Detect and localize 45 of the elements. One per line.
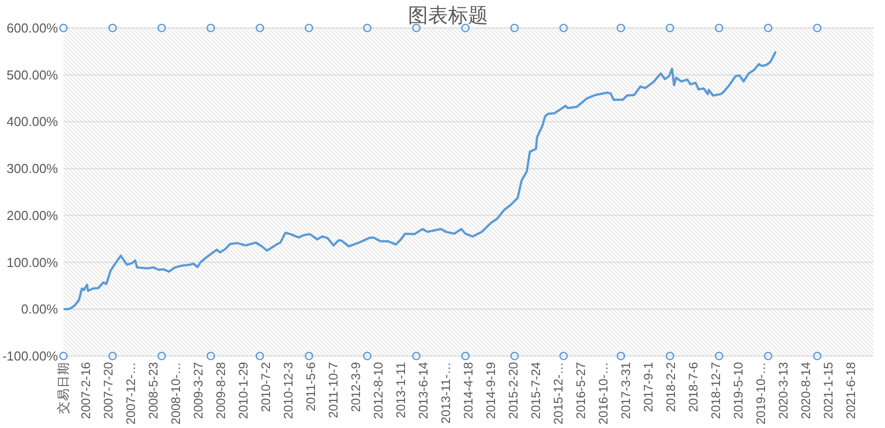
x-tick-label: 2007-12-… (124, 362, 138, 425)
x-tick-label: 2015-2-20 (506, 362, 520, 419)
x-tick-label: 2021-6-18 (844, 362, 858, 419)
x-tick-label: 2018-7-6 (686, 362, 700, 412)
x-tick-label: 2010-1-29 (236, 362, 250, 419)
x-tick-label: 2007-7-20 (102, 362, 116, 419)
y-tick-label: 400.00% (6, 114, 58, 130)
x-tick-label: 2018-12-7 (709, 362, 723, 419)
x-tick-label: 2008-5-23 (146, 362, 160, 419)
x-tick-label: 2019-10-… (754, 362, 768, 425)
x-tick-label: 2010-12-3 (282, 362, 296, 419)
x-tick-label: 2014-9-19 (484, 362, 498, 419)
x-tick-label: 交易日期 (56, 362, 70, 414)
x-tick-label: 2016-10-… (596, 362, 610, 425)
x-tick-label: 2008-10-… (169, 362, 183, 425)
x-tick-label: 2015-7-24 (529, 362, 543, 419)
x-tick-label: 2017-3-31 (619, 362, 633, 419)
x-tick-label: 2020-8-14 (799, 362, 813, 419)
x-tick-label: 2013-1-11 (394, 362, 408, 418)
x-tick-label: 2018-2-2 (664, 362, 678, 412)
x-tick-label: 2009-3-27 (192, 362, 206, 419)
x-tick-label: 2014-4-18 (462, 362, 476, 419)
x-tick-label: 2012-8-10 (372, 362, 386, 419)
y-tick-label: 100.00% (6, 254, 58, 270)
y-tick-label: 500.00% (6, 67, 58, 82)
title: 图表标题 (408, 5, 488, 27)
y-tick-label: 300.00% (6, 161, 58, 176)
x-tick-label: 2013-6-14 (416, 362, 430, 419)
x-tick-label: 2009-8-28 (214, 362, 228, 419)
x-tick-label: 2013-11-… (439, 362, 453, 424)
y-tick-label: 0.00% (21, 302, 58, 317)
x-tick-label: 2017-9-1 (642, 362, 656, 412)
y-tick-label: 200.00% (6, 208, 58, 223)
x-tick-label: 2007-2-16 (79, 362, 93, 419)
x-tick-label: 2016-5-27 (574, 362, 588, 419)
y-tick-label: -100.00% (2, 348, 58, 364)
x-tick-label: 2020-3-13 (776, 362, 790, 419)
x-tick-label: 2011-5-6 (304, 362, 318, 412)
x-tick-label: 2021-1-15 (822, 362, 836, 419)
y-tick-label: 600.00% (6, 20, 58, 36)
x-tick-label: 2012-3-9 (349, 362, 363, 412)
x-tick-label: 2010-7-2 (259, 362, 273, 412)
x-tick-label: 2019-5-10 (732, 362, 746, 419)
x-tick-label: 2011-10-7 (326, 362, 340, 418)
x-tick-label: 2015-12-… (552, 362, 566, 425)
